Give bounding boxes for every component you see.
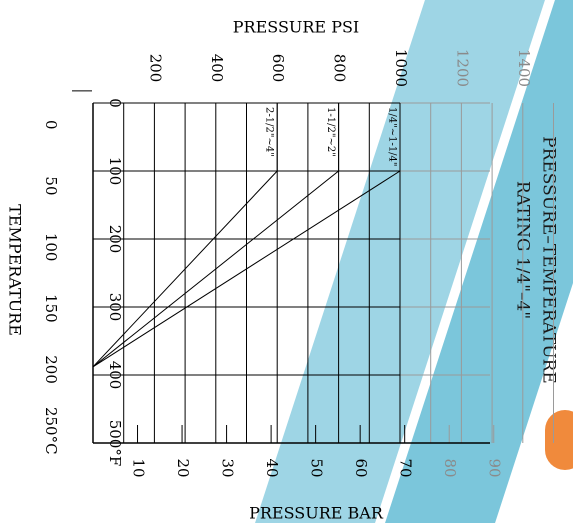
psi-tick-label-600: 600 bbox=[269, 54, 287, 83]
bar-tick-label-20: 20 bbox=[174, 458, 192, 477]
bar-tick-label-50: 50 bbox=[308, 458, 326, 477]
psi-tick-label-800: 800 bbox=[331, 54, 349, 83]
temp-c-tick-label-200: 200 bbox=[42, 355, 60, 384]
series-line-0 bbox=[92, 103, 401, 368]
psi-tick-label-200: 200 bbox=[146, 54, 164, 83]
chart-title: PRESSURE–TEMPERATURE bbox=[539, 136, 559, 384]
psi-tick-label-1000: 1000 bbox=[392, 49, 410, 87]
psi-axis-label: PRESSURE PSI bbox=[233, 18, 359, 37]
series-label-2: 2-1/2"~4" bbox=[264, 107, 275, 157]
bar-axis-label: PRESSURE BAR bbox=[249, 504, 384, 523]
series-label-1: 1-1/2"~2" bbox=[325, 107, 336, 157]
temp-c-tick-label-0: 0 bbox=[42, 120, 60, 130]
series-line-2 bbox=[92, 103, 278, 368]
temp-c-tick-label-50: 50 bbox=[42, 176, 60, 195]
psi-tick-label-1200: 1200 bbox=[453, 49, 471, 87]
bar-tick-label-80: 80 bbox=[441, 458, 459, 477]
temp-c-tick-label-150: 150 bbox=[42, 294, 60, 323]
psi-tick-label-1400: 1400 bbox=[515, 49, 533, 87]
watermark-dot bbox=[545, 410, 573, 470]
psi-tick-label-400: 400 bbox=[208, 54, 226, 83]
series-label-0: 1/4"~1-1/4" bbox=[387, 107, 398, 167]
bar-tick-label-90: 90 bbox=[486, 458, 504, 477]
temp-c-tick-label-250: 250°C bbox=[42, 407, 60, 455]
temperature-axis-label: TEMPERATURE bbox=[6, 204, 25, 336]
temp-c-tick-label-100: 100 bbox=[42, 233, 60, 262]
bar-tick-label-30: 30 bbox=[219, 458, 237, 477]
bar-tick-label-60: 60 bbox=[352, 458, 370, 477]
bar-tick-label-10: 10 bbox=[130, 458, 148, 477]
bar-tick-label-40: 40 bbox=[263, 458, 281, 477]
bar-tick-label-70: 70 bbox=[397, 458, 415, 477]
series-line-1 bbox=[92, 103, 340, 368]
